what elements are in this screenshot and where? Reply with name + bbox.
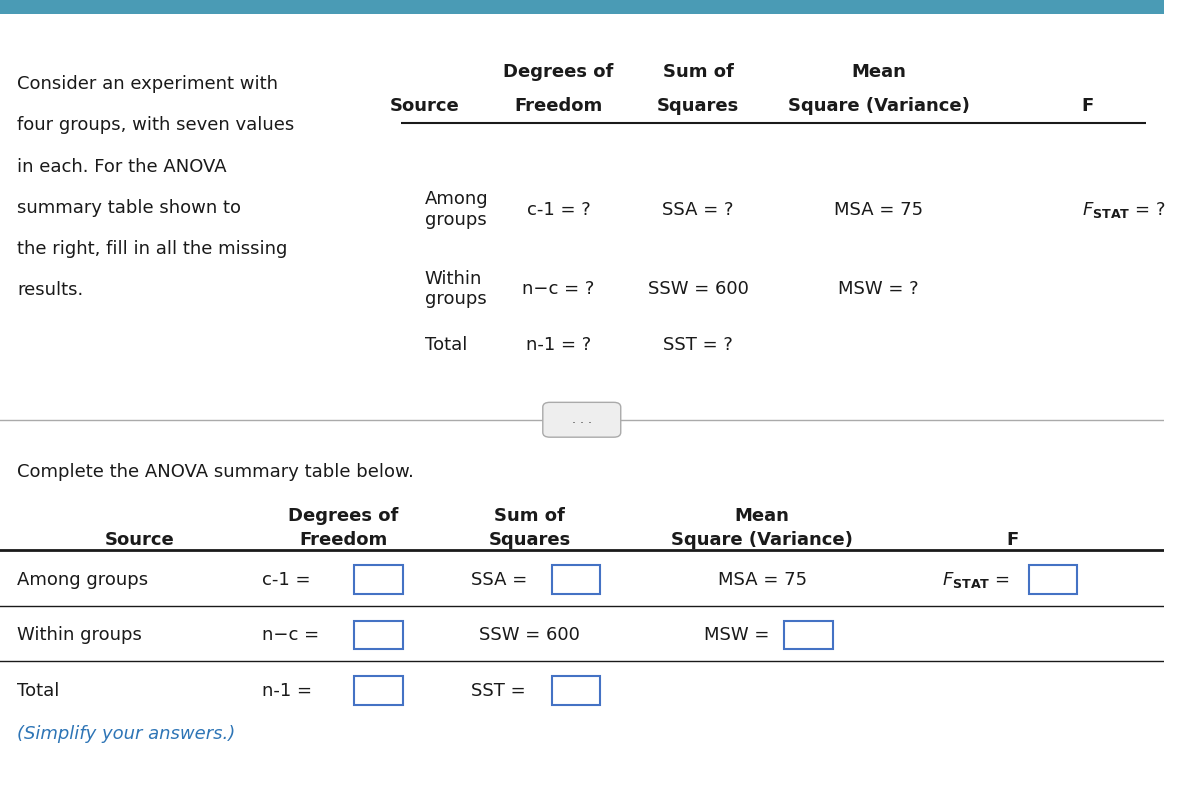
Text: in each. For the ANOVA: in each. For the ANOVA bbox=[18, 158, 227, 176]
Text: Among groups: Among groups bbox=[18, 571, 149, 588]
Text: Complete the ANOVA summary table below.: Complete the ANOVA summary table below. bbox=[18, 463, 414, 482]
Text: Square (Variance): Square (Variance) bbox=[788, 97, 969, 115]
Text: Mean: Mean bbox=[735, 507, 789, 525]
Text: Mean: Mean bbox=[851, 63, 906, 82]
FancyBboxPatch shape bbox=[784, 621, 833, 649]
FancyBboxPatch shape bbox=[551, 676, 601, 705]
Text: Source: Source bbox=[390, 97, 459, 115]
Text: Within groups: Within groups bbox=[18, 626, 142, 644]
Text: Freedom: Freedom bbox=[515, 97, 602, 115]
Text: (Simplify your answers.): (Simplify your answers.) bbox=[18, 725, 235, 743]
FancyBboxPatch shape bbox=[551, 565, 601, 594]
Text: Within
groups: Within groups bbox=[425, 270, 486, 308]
Text: results.: results. bbox=[18, 281, 84, 299]
Text: SSW = 600: SSW = 600 bbox=[479, 626, 580, 644]
Text: MSW = ?: MSW = ? bbox=[838, 280, 919, 298]
Text: c‑1 = ?: c‑1 = ? bbox=[526, 201, 590, 219]
Text: Squares: Squares bbox=[657, 97, 739, 115]
Text: SST = ?: SST = ? bbox=[664, 336, 733, 353]
Text: n‑1 =: n‑1 = bbox=[261, 682, 312, 699]
Text: MSA = 75: MSA = 75 bbox=[718, 571, 807, 588]
Text: F: F bbox=[1081, 97, 1094, 115]
Text: MSA = 75: MSA = 75 bbox=[834, 201, 923, 219]
FancyBboxPatch shape bbox=[354, 676, 402, 705]
FancyBboxPatch shape bbox=[354, 621, 402, 649]
Text: Degrees of: Degrees of bbox=[503, 63, 614, 82]
Text: Source: Source bbox=[105, 531, 175, 549]
Text: Degrees of: Degrees of bbox=[287, 507, 399, 525]
Text: SSW = 600: SSW = 600 bbox=[647, 280, 749, 298]
Text: summary table shown to: summary table shown to bbox=[18, 199, 241, 217]
Text: $F_{\mathbf{STAT}}$ = ?: $F_{\mathbf{STAT}}$ = ? bbox=[1082, 200, 1165, 220]
FancyBboxPatch shape bbox=[1028, 565, 1078, 594]
FancyBboxPatch shape bbox=[354, 565, 402, 594]
Text: Total: Total bbox=[18, 682, 60, 699]
Text: F: F bbox=[1007, 531, 1019, 549]
Text: c‑1 =: c‑1 = bbox=[261, 571, 310, 588]
Text: Freedom: Freedom bbox=[299, 531, 387, 549]
Text: $F_{\mathbf{STAT}}$ =: $F_{\mathbf{STAT}}$ = bbox=[943, 569, 1010, 590]
Text: n‑1 = ?: n‑1 = ? bbox=[526, 336, 592, 353]
Text: Squares: Squares bbox=[489, 531, 570, 549]
Text: SST =: SST = bbox=[471, 682, 526, 699]
Text: n−c = ?: n−c = ? bbox=[523, 280, 595, 298]
Text: Among
groups: Among groups bbox=[425, 191, 489, 229]
Text: MSW =: MSW = bbox=[704, 626, 769, 644]
Text: . . .: . . . bbox=[571, 413, 592, 426]
Text: Total: Total bbox=[425, 336, 467, 353]
Text: n−c =: n−c = bbox=[261, 626, 319, 644]
Text: SSA =: SSA = bbox=[471, 571, 528, 588]
Text: Sum of: Sum of bbox=[662, 63, 733, 82]
Text: the right, fill in all the missing: the right, fill in all the missing bbox=[18, 240, 287, 258]
FancyBboxPatch shape bbox=[543, 402, 621, 437]
Text: Sum of: Sum of bbox=[494, 507, 564, 525]
Text: Square (Variance): Square (Variance) bbox=[671, 531, 853, 549]
Text: Consider an experiment with: Consider an experiment with bbox=[18, 75, 278, 93]
Text: SSA = ?: SSA = ? bbox=[662, 201, 733, 219]
Text: four groups, with seven values: four groups, with seven values bbox=[18, 116, 295, 135]
Bar bbox=[0, 0, 1164, 14]
